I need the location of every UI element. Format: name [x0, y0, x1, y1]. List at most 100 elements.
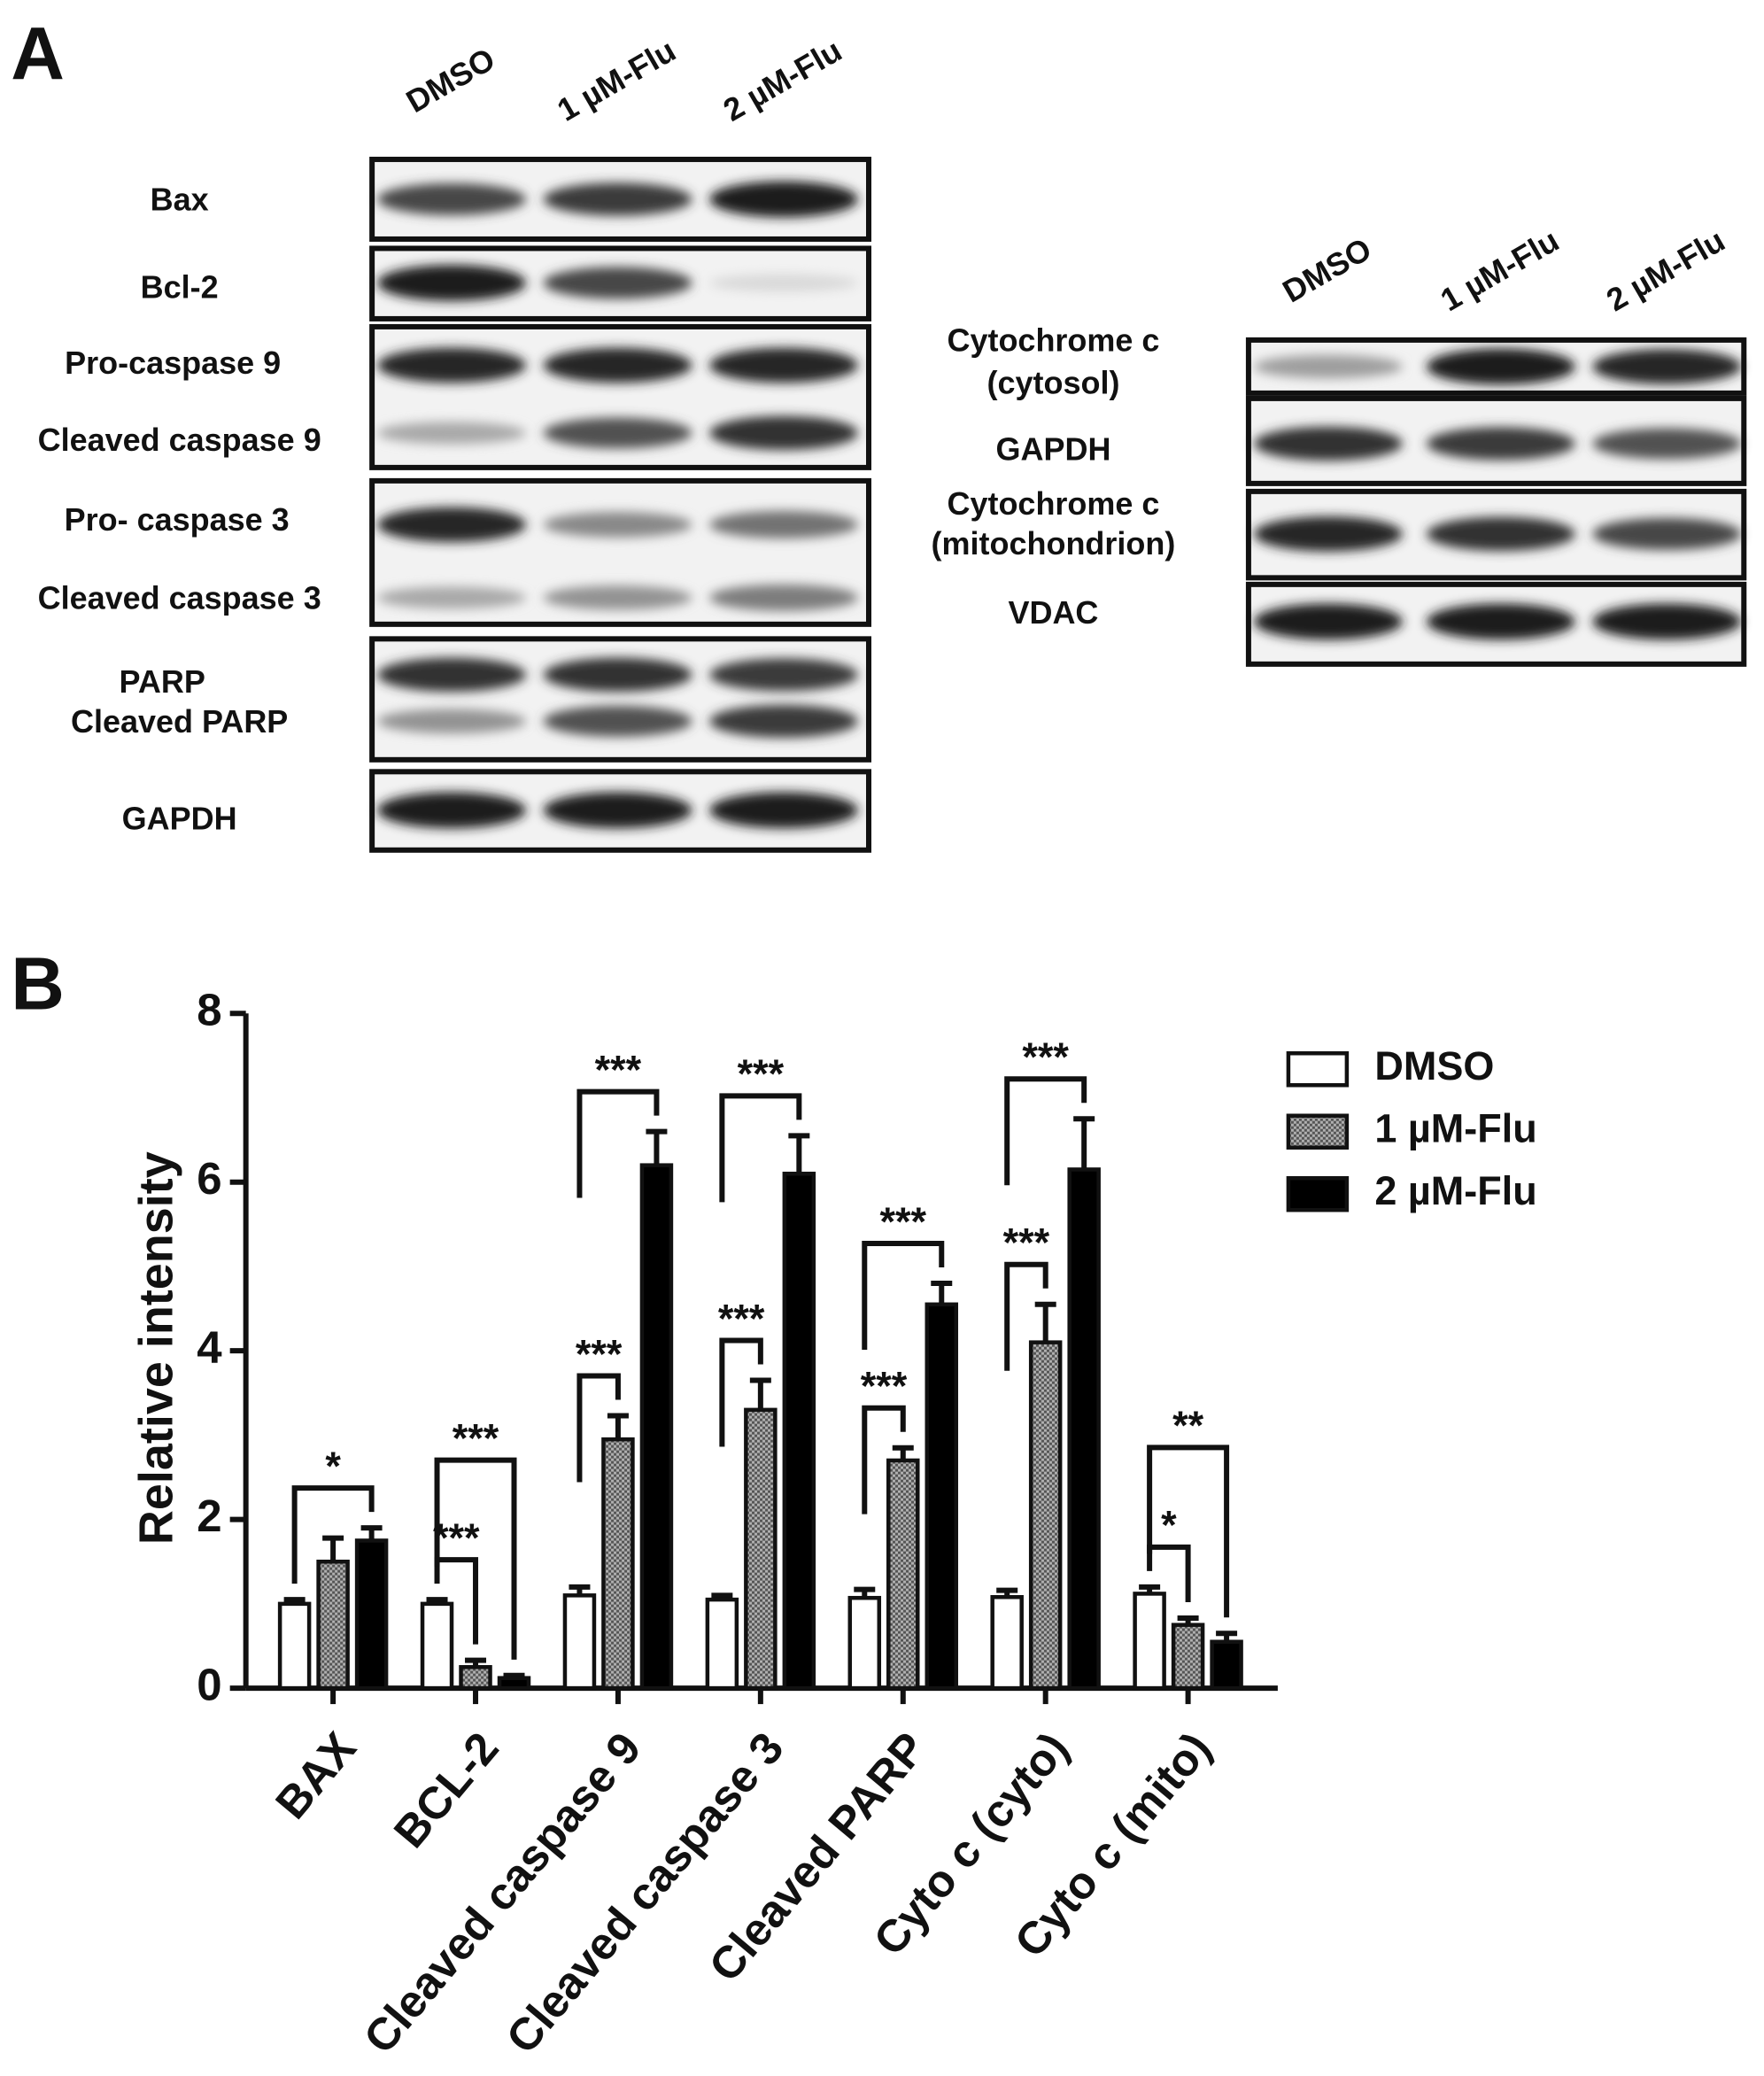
- significance-label: ***: [880, 1199, 927, 1244]
- lane-label: 2 µM-Flu: [1600, 221, 1731, 318]
- blot-band: [543, 347, 692, 383]
- legend-swatch: [1286, 1050, 1350, 1088]
- blot-frame: [1245, 581, 1747, 667]
- blot-band: [1592, 349, 1742, 384]
- significance-bracket: [1004, 1076, 1087, 1186]
- blot-band: [377, 709, 527, 734]
- blot-band: [377, 657, 527, 693]
- y-tick-label: 2: [197, 1491, 221, 1541]
- blot-frame: [369, 245, 872, 321]
- significance-label: ***: [861, 1364, 908, 1409]
- blot-band: [377, 792, 527, 829]
- blot-band: [377, 507, 527, 543]
- blot-row-label: Pro-caspase 9: [65, 345, 281, 381]
- panel-label: A: [11, 12, 65, 96]
- significance-label: ***: [738, 1051, 785, 1096]
- blot-background: [372, 639, 870, 760]
- significance-bracket: [576, 1373, 621, 1483]
- significance-label: ***: [718, 1296, 765, 1341]
- blot-frame: [1245, 395, 1747, 486]
- blot-band: [709, 792, 859, 829]
- bar: [744, 1407, 778, 1691]
- blot-band: [709, 584, 859, 611]
- bar: [316, 1559, 350, 1691]
- blot-band: [709, 704, 859, 738]
- blot-band: [1426, 516, 1575, 552]
- blot-band: [543, 792, 692, 829]
- bar: [277, 1601, 312, 1691]
- bar: [420, 1601, 454, 1691]
- blot-frame: [369, 156, 872, 242]
- blot-band: [709, 415, 859, 451]
- blot-band: [709, 274, 859, 292]
- blot-band: [1253, 354, 1403, 379]
- blot-band: [543, 417, 692, 449]
- y-axis-title: Relative intensity: [129, 1151, 182, 1545]
- significance-label: *: [1161, 1503, 1177, 1548]
- blot-row-label: GAPDH: [995, 430, 1110, 467]
- blot-row-label: Cleaved PARP: [71, 703, 288, 740]
- significance-bracket: [1147, 1544, 1191, 1603]
- significance-bracket: [719, 1093, 802, 1203]
- legend-label: 1 µM-Flu: [1374, 1106, 1536, 1151]
- significance-label: ***: [433, 1515, 480, 1561]
- blot-band: [377, 422, 527, 445]
- blot-band: [543, 182, 692, 216]
- blot-row-label: PARP: [120, 663, 205, 700]
- y-tick-label: 0: [197, 1660, 221, 1710]
- blot-band: [709, 510, 859, 538]
- significance-bracket: [1147, 1445, 1230, 1618]
- blot-band: [709, 347, 859, 383]
- bar: [1210, 1639, 1243, 1691]
- bar: [782, 1171, 816, 1691]
- blot-band: [543, 511, 692, 538]
- blot-band: [1253, 516, 1403, 552]
- blot-band: [377, 265, 527, 301]
- bar: [354, 1538, 389, 1691]
- lane-label: 2 µM-Flu: [717, 32, 848, 128]
- significance-label: **: [1172, 1403, 1204, 1448]
- significance-label: ***: [453, 1416, 499, 1461]
- legend-label: DMSO: [1374, 1043, 1494, 1088]
- blot-band: [543, 585, 692, 610]
- y-tick-label: 8: [197, 985, 221, 1035]
- significance-label: ***: [1022, 1034, 1069, 1080]
- legend-swatch: [1286, 1113, 1350, 1150]
- blot-row-label: (mitochondrion): [932, 525, 1176, 562]
- bar: [639, 1163, 674, 1691]
- bar: [562, 1593, 597, 1691]
- significance-bracket: [434, 1457, 517, 1660]
- significance-label: ***: [595, 1047, 642, 1092]
- bar: [705, 1597, 739, 1691]
- lane-label: 1 µM-Flu: [1435, 221, 1566, 318]
- bar: [459, 1665, 492, 1691]
- bar: [847, 1595, 882, 1691]
- bar: [1171, 1623, 1205, 1691]
- bar: [1028, 1340, 1063, 1691]
- blot-frame: [369, 769, 872, 853]
- bar: [1133, 1592, 1166, 1691]
- lane-label: DMSO: [1276, 230, 1377, 309]
- blot-frame: [369, 636, 872, 763]
- blot-band: [377, 586, 527, 609]
- blot-row-label: Bcl-2: [141, 268, 219, 305]
- blot-row-label: Cytochrome c: [947, 321, 1159, 358]
- x-tick-label: Cleaved caspase 9: [354, 1723, 651, 2063]
- blot-row-label: Pro- caspase 3: [65, 501, 290, 538]
- significance-bracket: [1004, 1261, 1048, 1371]
- bar: [601, 1437, 635, 1691]
- blot-band: [543, 267, 692, 299]
- blot-row-label: (cytosol): [986, 364, 1119, 400]
- bar: [497, 1676, 531, 1691]
- blot-row-label: Cleaved caspase 3: [38, 579, 321, 616]
- blot-frame: [1245, 488, 1747, 581]
- bar: [925, 1302, 959, 1691]
- significance-label: ***: [1003, 1220, 1050, 1266]
- blot-band: [1426, 348, 1575, 385]
- bar: [886, 1458, 920, 1691]
- x-tick-label: BCL-2: [384, 1723, 508, 1857]
- bar: [990, 1594, 1024, 1691]
- blot-frame: [1245, 337, 1747, 396]
- blot-band: [377, 347, 527, 383]
- legend-label: 2 µM-Flu: [1374, 1168, 1536, 1213]
